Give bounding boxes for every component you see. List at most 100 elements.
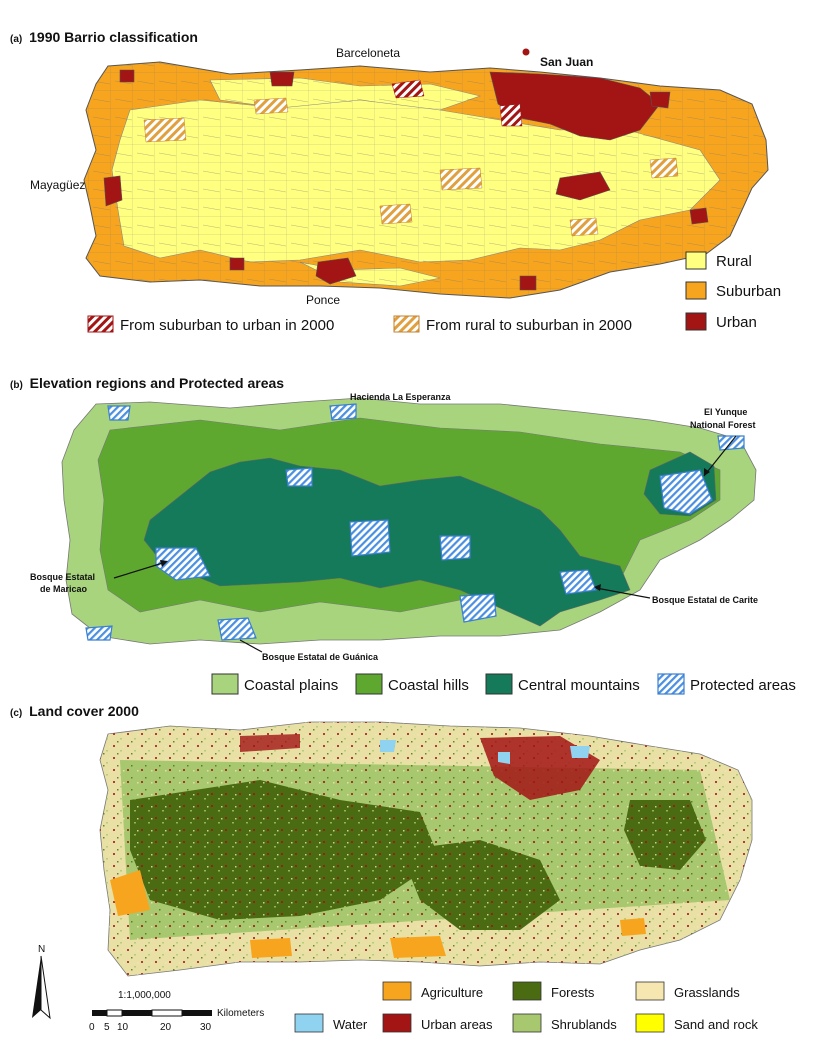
hatch-rural-suburban-4	[253, 97, 289, 115]
callout-carite: Bosque Estatal de Carite	[652, 595, 758, 605]
scale-bar-seg-4	[151, 1009, 183, 1017]
legend-label-sand-rock: Sand and rock	[674, 1017, 758, 1032]
scale-tick-20: 20	[160, 1022, 172, 1033]
urban-ponce	[315, 257, 357, 285]
hatch-rural-suburban-6	[569, 217, 599, 237]
label-ponce: Ponce	[306, 293, 340, 307]
protected-maricao	[155, 547, 211, 581]
landcover-water-3	[498, 752, 510, 764]
panel-c-prefix: (c)	[10, 708, 22, 719]
barrio-map	[83, 61, 769, 299]
scale-bar-seg-3	[122, 1010, 152, 1016]
legend-label-rural: Rural	[716, 253, 752, 270]
urban-aguadilla	[119, 69, 135, 83]
landcover-water-2	[570, 746, 590, 758]
legend-swatch-sand-rock	[635, 1013, 665, 1033]
landcover-urban-north	[240, 734, 300, 752]
panel-a: (a) 1990 Barrio classification	[10, 29, 781, 334]
protected-north-1	[107, 405, 131, 421]
callout-guanica: Bosque Estatal de Guánica	[262, 652, 379, 662]
label-mayaguez: Mayagüez	[30, 178, 85, 192]
legend-label-central-mountains: Central mountains	[518, 677, 640, 694]
legend-swatch-coastal-plains	[211, 673, 239, 695]
scale-ratio: 1:1,000,000	[118, 990, 171, 1001]
callout-arrow-guanica	[239, 639, 263, 653]
legend-label-coastal-plains: Coastal plains	[244, 677, 338, 694]
hatch-suburban-urban-2	[499, 103, 523, 127]
callout-arrowhead-carite	[594, 584, 601, 591]
label-san-juan: San Juan	[540, 55, 593, 69]
hatch-suburban-urban-1	[391, 79, 425, 99]
callout-arrow-carite	[595, 587, 651, 599]
callout-arrowhead-maricao	[160, 560, 168, 567]
panel-c-title-text: Land cover 2000	[29, 703, 139, 719]
panel-b-title-text: Elevation regions and Protected areas	[30, 375, 285, 391]
legend-swatch-coastal-hills	[355, 673, 383, 695]
legend-label-protected-areas: Protected areas	[690, 677, 796, 694]
panel-a-legend: Rural Suburban Urban	[685, 251, 781, 331]
panel-c: (c) Land cover 2000	[10, 703, 758, 1033]
legend-label-shrublands: Shrublands	[551, 1017, 617, 1032]
legend-swatch-water	[294, 1013, 324, 1033]
legend-swatch-urban-areas	[382, 1013, 412, 1033]
protected-west-coast	[85, 625, 113, 641]
protected-north-2	[285, 467, 313, 487]
legend-label-agriculture: Agriculture	[421, 985, 483, 1000]
callout-maricao-line1: Bosque Estatal	[30, 572, 95, 582]
san-juan-marker	[522, 48, 530, 56]
callout-yunque-line1: El Yunque	[704, 407, 747, 417]
landcover-agri-south-2	[250, 938, 292, 958]
panel-c-title: (c) Land cover 2000	[10, 703, 139, 719]
protected-guanica	[217, 617, 257, 641]
landcover-interior	[100, 722, 752, 976]
hatch-rural-suburban-2	[439, 167, 483, 191]
callout-yunque-line2: National Forest	[690, 420, 756, 430]
legend-swatch-rural	[685, 251, 707, 270]
panel-b: (b) Elevation regions and Protected area…	[10, 375, 796, 695]
protected-carite	[559, 569, 597, 595]
protected-south	[459, 593, 497, 623]
landcover-water-1	[380, 740, 396, 752]
scale-bar-seg-5	[182, 1010, 212, 1016]
legend-label-forests: Forests	[551, 985, 595, 1000]
scale-unit: Kilometers	[217, 1008, 264, 1019]
panel-b-title: (b) Elevation regions and Protected area…	[10, 375, 284, 391]
callout-hacienda: Hacienda La Esperanza	[350, 392, 452, 402]
protected-hacienda	[329, 403, 357, 421]
scale-tick-5: 5	[104, 1022, 110, 1033]
legend-label-coastal-hills: Coastal hills	[388, 677, 469, 694]
protected-central-1	[349, 519, 391, 557]
landcover-map	[99, 721, 753, 977]
label-barceloneta: Barceloneta	[336, 46, 400, 60]
panel-a-prefix: (a)	[10, 34, 22, 45]
panel-a-title-text: 1990 Barrio classification	[29, 29, 198, 45]
scale-bar: 1:1,000,000 Kilometers 0 5 10 20 30	[89, 990, 264, 1033]
panel-c-legend: Agriculture Forests Grasslands Water Urb…	[294, 981, 758, 1033]
north-arrow-light-half	[40, 955, 51, 1020]
hatch-rural-suburban-3	[379, 203, 413, 225]
north-arrow: N	[32, 944, 51, 1020]
callout-arrow-maricao	[113, 561, 167, 579]
legend-swatch-suburban	[685, 281, 707, 300]
scale-bar-seg-1	[92, 1010, 107, 1016]
hatch-rural-suburban-5	[649, 157, 679, 179]
legend-label-urban-areas: Urban areas	[421, 1017, 493, 1032]
scale-tick-0: 0	[89, 1022, 95, 1033]
scale-tick-10: 10	[117, 1022, 129, 1033]
legend-swatch-grasslands	[635, 981, 665, 1001]
legend-label-grasslands: Grasslands	[674, 985, 740, 1000]
legend-swatch-forests	[512, 981, 542, 1001]
callout-arrow-yunque	[703, 435, 737, 477]
legend-swatch-central-mountains	[485, 673, 513, 695]
landcover-agri-south-1	[390, 936, 446, 958]
legend-swatch-urban	[685, 312, 707, 331]
callout-maricao-line2: de Maricao	[40, 584, 88, 594]
urban-humacao	[689, 207, 709, 225]
legend-swatch-suburban-to-urban	[87, 315, 114, 333]
legend-swatch-shrublands	[512, 1013, 542, 1033]
legend-label-water: Water	[333, 1017, 368, 1032]
legend-label-rural-to-suburban: From rural to suburban in 2000	[426, 317, 632, 334]
panel-a-title: (a) 1990 Barrio classification	[10, 29, 198, 45]
legend-swatch-agriculture	[382, 981, 412, 1001]
